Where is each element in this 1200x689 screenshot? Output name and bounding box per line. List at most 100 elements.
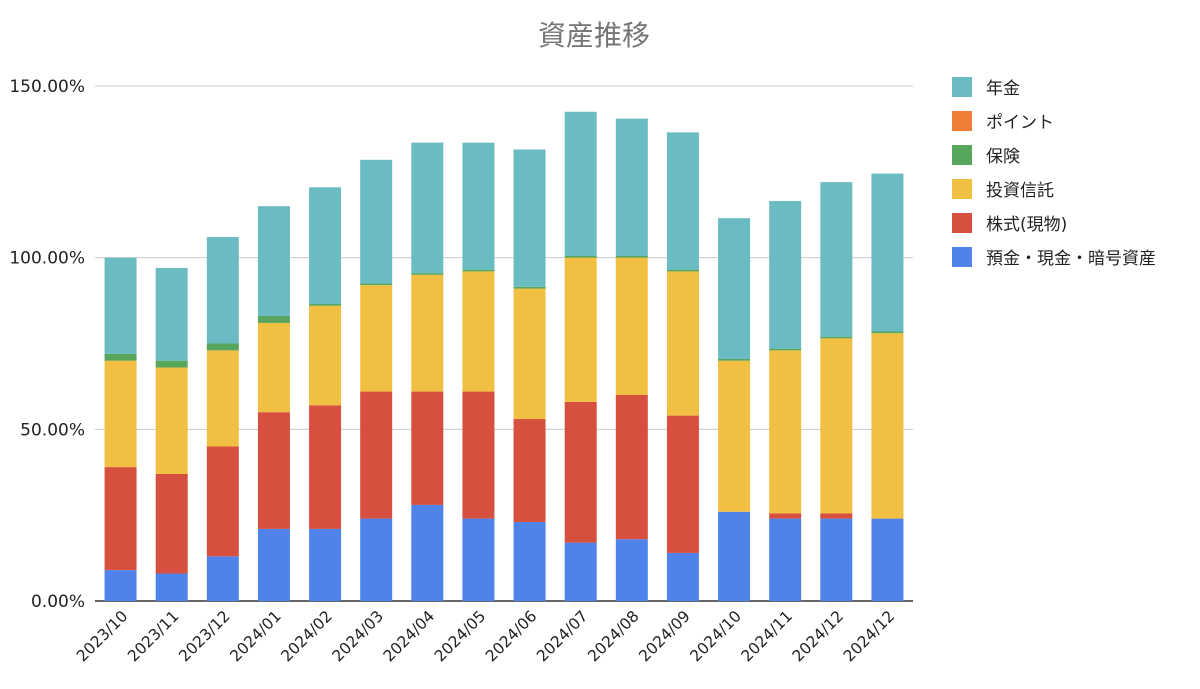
legend-swatch: [952, 247, 972, 267]
legend-item: 保険: [952, 145, 1020, 167]
y-tick-label: 150.00%: [9, 77, 85, 97]
x-tick-label: 2024/02: [278, 607, 336, 665]
bar-segment: [462, 271, 495, 392]
y-tick-label: 50.00%: [20, 420, 85, 440]
bar-segment: [769, 201, 802, 349]
x-tick-label: 2024/09: [635, 607, 693, 665]
bar-segment: [820, 336, 853, 339]
x-tick-label: 2024/11: [738, 607, 796, 665]
x-tick-label: 2024/01: [226, 607, 284, 665]
x-tick-label: 2024/08: [584, 607, 642, 665]
bar-segment: [206, 343, 239, 351]
bar-segment: [309, 304, 342, 306]
bar-segment: [206, 556, 239, 601]
bar-segment: [360, 283, 393, 286]
bar-segment: [206, 350, 239, 447]
bar-segment: [462, 269, 495, 272]
bar-segment: [155, 367, 188, 474]
bar-segment: [718, 358, 751, 361]
x-tick-label: 2024/07: [533, 607, 591, 665]
y-axis-ticks: 0.00% 50.00% 100.00% 150.00%: [9, 77, 85, 612]
bar-segment: [309, 405, 342, 529]
legend-item: 預金・現金・暗号資産: [952, 247, 1156, 269]
bar-segment: [360, 285, 393, 392]
bar-segment: [718, 218, 751, 359]
bar-segment: [871, 333, 904, 519]
x-tick-label: 2024/03: [329, 607, 387, 665]
bar-segment: [411, 273, 444, 275]
bar-segment: [820, 182, 853, 337]
bar-segment: [513, 419, 546, 523]
bar-segment: [104, 353, 137, 361]
bar-segment: [718, 511, 751, 601]
bar-segment: [309, 187, 342, 305]
bar-segment: [666, 269, 699, 272]
bar-segment: [462, 518, 495, 601]
x-tick-label: 2024/04: [380, 607, 438, 665]
x-tick-label: 2024/05: [431, 607, 489, 665]
bar-segment: [871, 173, 904, 332]
bar-segment: [666, 552, 699, 601]
bar-segment: [155, 267, 188, 361]
bar-segment: [360, 518, 393, 601]
legend-label: 年金: [986, 79, 1020, 99]
bar-segment: [155, 573, 188, 601]
x-tick-label: 2023/10: [73, 607, 131, 665]
bar-segment: [257, 412, 290, 529]
x-tick-label: 2023/12: [175, 607, 233, 665]
bar-segment: [820, 513, 853, 519]
bar-segment: [257, 322, 290, 413]
bar-segment: [820, 518, 853, 601]
bar-segment: [615, 255, 648, 258]
bar-segment: [462, 391, 495, 519]
bar-segment: [104, 570, 137, 601]
bar-segment: [615, 539, 648, 601]
bar-segment: [564, 111, 597, 256]
chart-title: 資産推移: [538, 19, 650, 52]
y-tick-label: 100.00%: [9, 249, 85, 269]
bar-segment: [564, 257, 597, 402]
bar-segment: [411, 504, 444, 601]
legend-swatch: [952, 111, 972, 131]
legend-swatch: [952, 77, 972, 97]
bars: [104, 111, 904, 601]
bar-segment: [666, 271, 699, 416]
bar-segment: [769, 518, 802, 601]
legend-label: ポイント: [986, 113, 1054, 133]
bar-segment: [513, 288, 546, 420]
x-axis-ticks: 2023/102023/112023/122024/012024/022024/…: [73, 607, 898, 665]
bar-segment: [513, 286, 546, 289]
bar-segment: [564, 255, 597, 258]
bar-segment: [104, 467, 137, 571]
bar-segment: [257, 206, 290, 317]
bar-segment: [615, 257, 648, 395]
bar-segment: [513, 522, 546, 601]
bar-segment: [769, 348, 802, 351]
bar-segment: [206, 237, 239, 344]
bar-segment: [257, 316, 290, 323]
bar-segment: [360, 159, 393, 284]
bar-segment: [615, 395, 648, 540]
legend-swatch: [952, 213, 972, 233]
bar-segment: [206, 446, 239, 557]
legend-item: 年金: [952, 77, 1020, 99]
x-tick-label: 2024/12: [789, 607, 847, 665]
bar-segment: [871, 331, 904, 334]
bar-segment: [104, 257, 137, 354]
bar-segment: [564, 401, 597, 543]
legend-label: 株式(現物): [986, 215, 1067, 235]
legend-swatch: [952, 145, 972, 165]
bar-segment: [309, 528, 342, 601]
bar-segment: [104, 360, 137, 468]
x-tick-label: 2024/12: [840, 607, 898, 665]
legend-item: 株式(現物): [952, 213, 1067, 235]
legend-item: 投資信託: [952, 179, 1054, 201]
bar-segment: [871, 518, 904, 601]
bar-segment: [820, 338, 853, 514]
bar-segment: [411, 142, 444, 274]
legend-label: 預金・現金・暗号資産: [986, 249, 1156, 269]
bar-segment: [462, 142, 495, 270]
bar-segment: [360, 391, 393, 519]
